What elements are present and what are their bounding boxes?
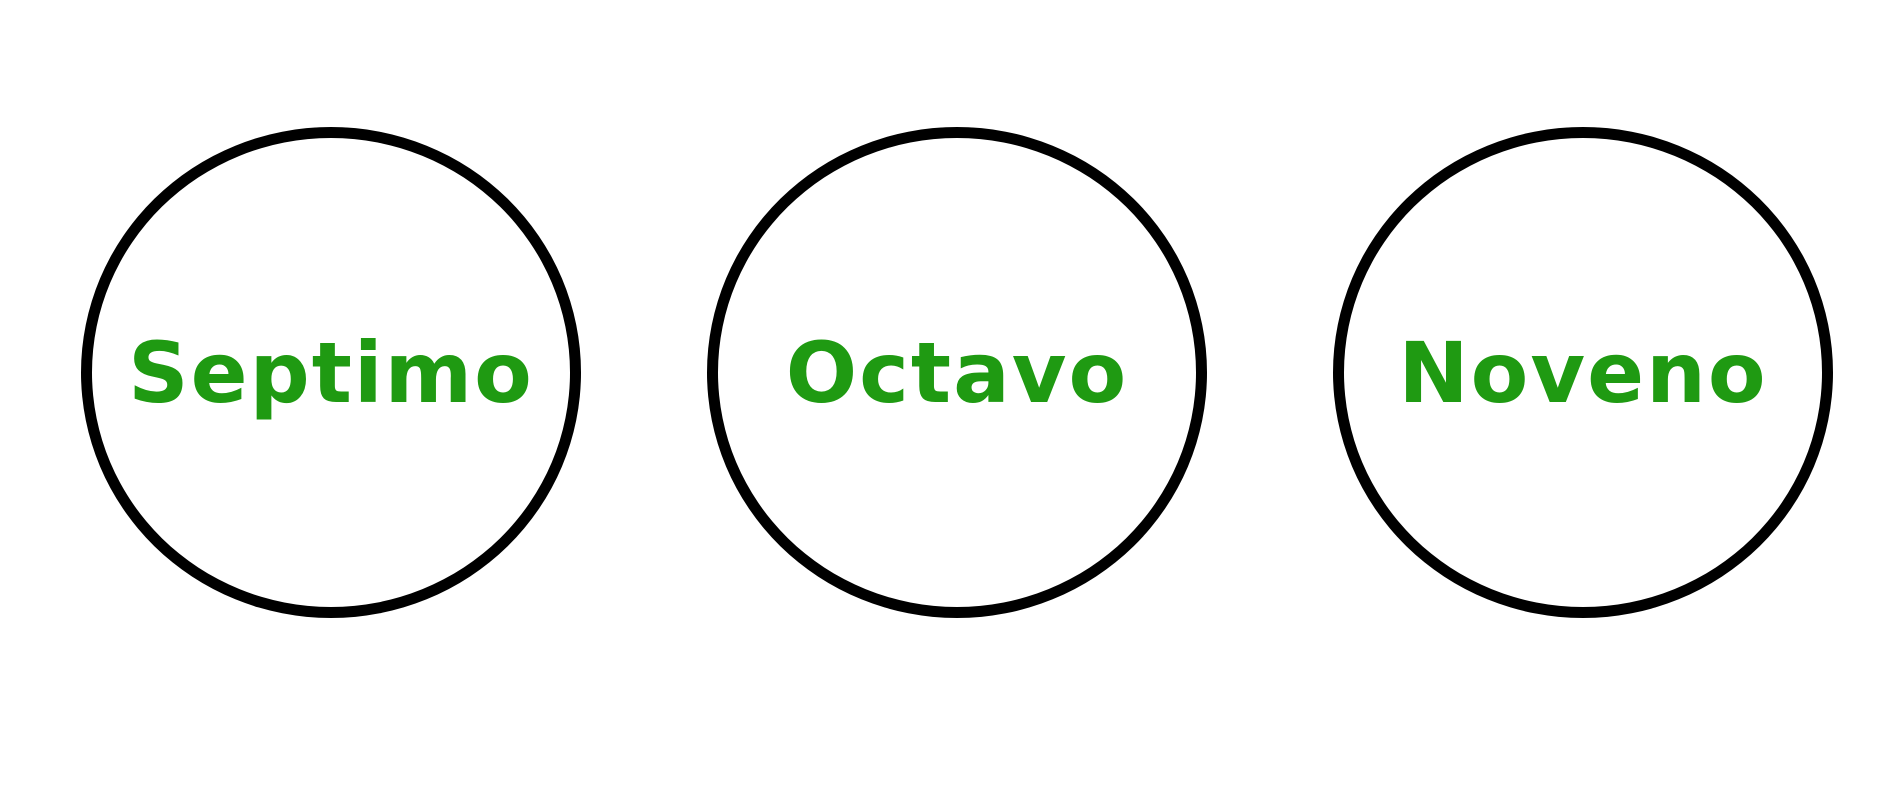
circle-label-noveno: Noveno [1398, 323, 1768, 422]
circle-noveno: Noveno [1333, 127, 1833, 618]
circle-octavo: Octavo [707, 127, 1207, 618]
circle-septimo: Septimo [81, 127, 581, 618]
circle-label-octavo: Octavo [785, 323, 1129, 422]
circle-label-septimo: Septimo [128, 323, 534, 422]
